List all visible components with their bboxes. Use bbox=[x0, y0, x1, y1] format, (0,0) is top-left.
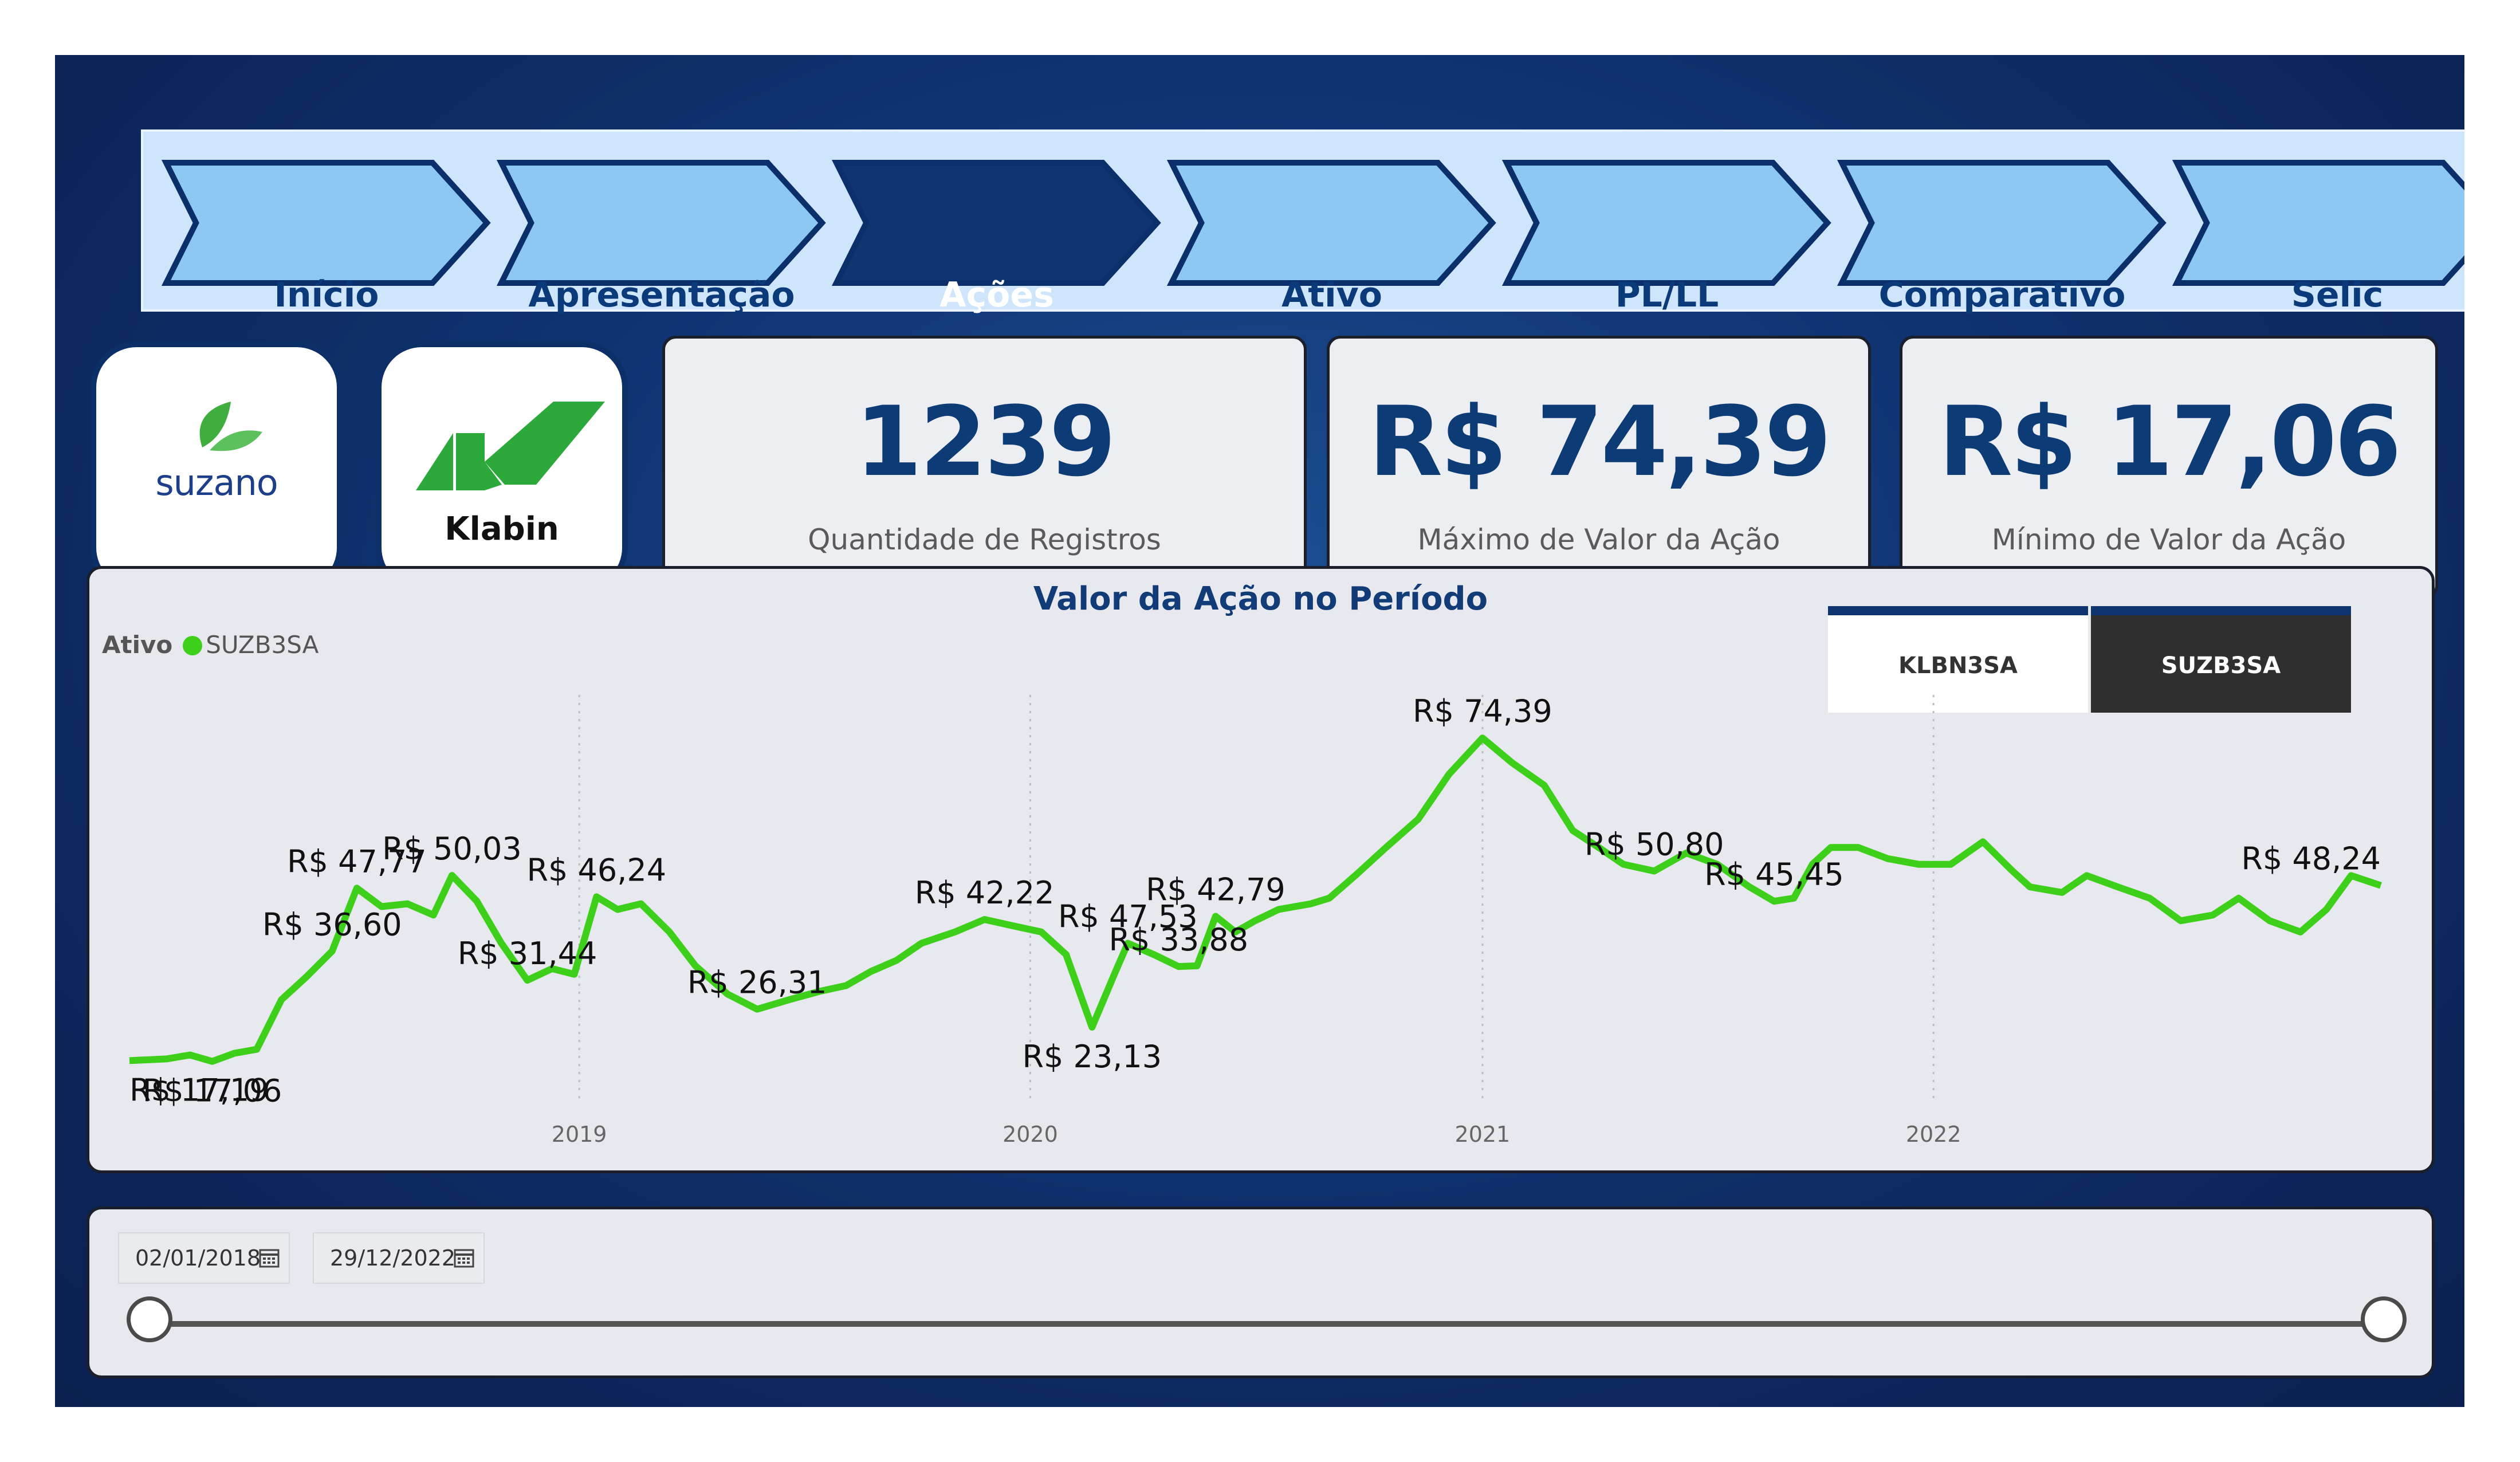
nav-comparativo[interactable]: Comparativo bbox=[1878, 275, 2126, 315]
data-point-label: R$ 48,24 bbox=[2241, 841, 2381, 877]
date-slider-end-handle[interactable] bbox=[2361, 1296, 2407, 1342]
nav-acoes[interactable]: Ações bbox=[939, 275, 1054, 315]
data-point-label: R$ 46,24 bbox=[527, 852, 667, 888]
suzano-logo-card[interactable]: suzano bbox=[96, 347, 337, 588]
stock-chart-panel: Valor da Ação no Período Ativo SUZB3SA KL… bbox=[87, 566, 2435, 1173]
start-date-value: 02/01/2018 bbox=[135, 1245, 261, 1271]
end-date-input[interactable]: 29/12/2022 bbox=[313, 1232, 485, 1284]
navigation-bar: Início Apresentação Ações Ativo PL/LL Co… bbox=[141, 129, 2464, 315]
nav-arrow-shape[interactable] bbox=[2172, 160, 2464, 286]
kpi-records-label: Quantidade de Registros bbox=[808, 523, 1161, 556]
data-point-label: R$ 26,31 bbox=[687, 965, 827, 1001]
legend-series-name[interactable]: SUZB3SA bbox=[206, 631, 319, 659]
kpi-card-min-value: R$ 17,06 Mínimo de Valor da Ação bbox=[1900, 336, 2438, 599]
nav-pl-ll[interactable]: PL/LL bbox=[1615, 275, 1719, 315]
kpi-records-value: 1239 bbox=[855, 386, 1116, 498]
kpi-min-value: R$ 17,06 bbox=[1938, 386, 2401, 498]
nav-arrow-shape[interactable] bbox=[496, 160, 826, 286]
x-tick-label: 2020 bbox=[1003, 1122, 1058, 1147]
kpi-min-label: Mínimo de Valor da Ação bbox=[1991, 523, 2346, 556]
calendar-icon[interactable] bbox=[258, 1246, 281, 1269]
data-point-label: R$ 42,79 bbox=[1146, 871, 1285, 907]
klabin-k-logo-icon bbox=[416, 402, 605, 490]
data-point-label: R$ 74,39 bbox=[1413, 693, 1552, 729]
data-point-label: R$ 31,44 bbox=[458, 936, 597, 972]
ticker-button-klbn3sa[interactable]: KLBN3SA bbox=[1828, 606, 2088, 713]
nav-arrow-shape[interactable] bbox=[1837, 160, 2167, 286]
data-point-label: R$ 17,19 bbox=[129, 1072, 269, 1108]
x-tick-label: 2019 bbox=[552, 1122, 607, 1147]
kpi-card-records: 1239 Quantidade de Registros bbox=[662, 336, 1307, 599]
data-point-label: R$ 42,22 bbox=[915, 875, 1055, 911]
nav-ativo[interactable]: Ativo bbox=[1281, 275, 1382, 315]
klabin-logo-card[interactable]: Klabin bbox=[382, 347, 622, 588]
date-range-slicer: 02/01/2018 29/12/2022 bbox=[87, 1206, 2435, 1378]
nav-arrow-shape[interactable] bbox=[1166, 160, 1496, 286]
data-point-label: R$ 36,60 bbox=[262, 906, 402, 942]
dashboard-background: Início Apresentação Ações Ativo PL/LL Co… bbox=[55, 55, 2464, 1407]
data-point-label: R$ 50,80 bbox=[1585, 827, 1724, 863]
nav-arrow-shape[interactable] bbox=[1501, 160, 1831, 286]
series-line-suzb3sa[interactable] bbox=[129, 734, 2382, 1065]
navigation-arrows bbox=[161, 160, 2464, 286]
chart-title: Valor da Ação no Período bbox=[1033, 580, 1488, 618]
suzano-logo-text: suzano bbox=[155, 462, 278, 504]
nav-selic[interactable]: Selic bbox=[2291, 275, 2384, 315]
x-tick-label: 2021 bbox=[1455, 1122, 1511, 1147]
data-point-label: R$ 47,53 bbox=[1058, 899, 1198, 935]
calendar-icon[interactable] bbox=[453, 1246, 475, 1269]
chart-legend: Ativo SUZB3SA bbox=[102, 631, 319, 659]
end-date-value: 29/12/2022 bbox=[330, 1245, 456, 1271]
x-tick-label: 2022 bbox=[1906, 1122, 1961, 1147]
nav-inicio[interactable]: Início bbox=[274, 275, 379, 315]
date-slider-start-handle[interactable] bbox=[127, 1296, 172, 1342]
leaf-logo-icon bbox=[199, 402, 262, 451]
data-point-label: R$ 33,88 bbox=[1108, 922, 1248, 958]
data-point-label: R$ 23,13 bbox=[1022, 1039, 1162, 1075]
kpi-max-value: R$ 74,39 bbox=[1368, 386, 1831, 498]
data-point-label: R$ 47,77 bbox=[287, 843, 427, 879]
klabin-logo-text: Klabin bbox=[445, 510, 559, 548]
legend-marker-icon bbox=[183, 636, 203, 655]
line-chart: 2019 2020 2021 2022 R$ 17,19R$ 17,06 R$ 36,60… bbox=[129, 693, 2382, 1147]
ticker-button-suzb3sa[interactable]: SUZB3SA bbox=[2091, 606, 2351, 713]
date-slider-track[interactable] bbox=[150, 1321, 2384, 1327]
legend-title: Ativo bbox=[102, 631, 173, 659]
kpi-card-max-value: R$ 74,39 Máximo de Valor da Ação bbox=[1327, 336, 1871, 599]
data-point-label: R$ 45,45 bbox=[1704, 856, 1844, 893]
start-date-input[interactable]: 02/01/2018 bbox=[118, 1232, 290, 1284]
nav-apresentacao[interactable]: Apresentação bbox=[528, 275, 795, 315]
nav-arrow-shape[interactable] bbox=[161, 160, 491, 286]
data-point-label: R$ 50,03 bbox=[382, 831, 522, 867]
data-point-label: R$ 17,06 bbox=[143, 1073, 282, 1109]
kpi-max-label: Máximo de Valor da Ação bbox=[1417, 523, 1780, 556]
nav-arrow-shape[interactable] bbox=[831, 160, 1161, 286]
